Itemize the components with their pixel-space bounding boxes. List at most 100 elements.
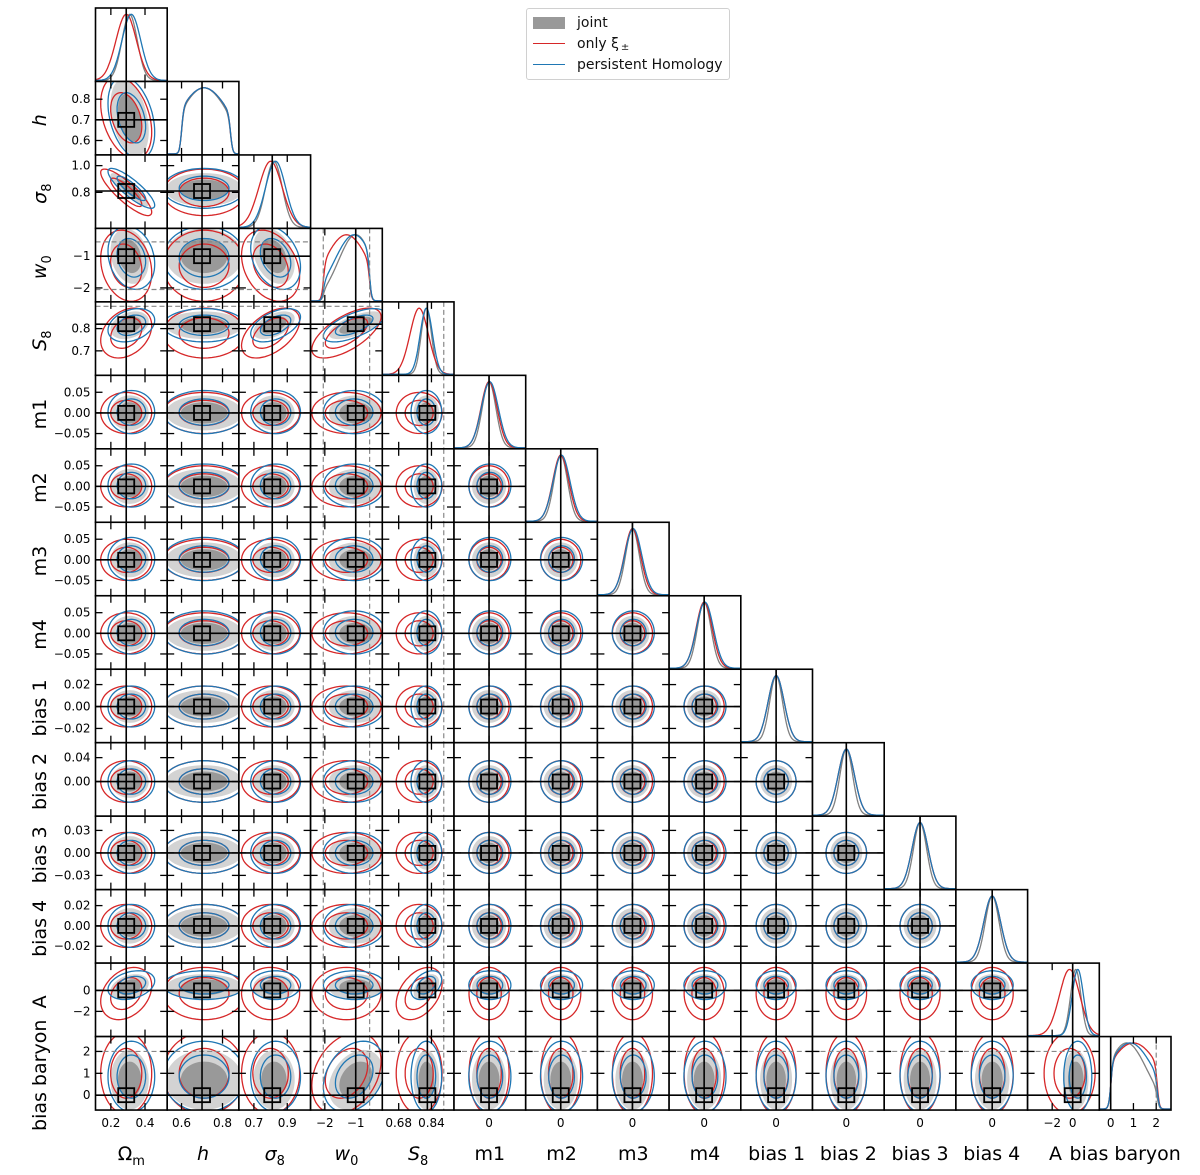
density-curve-persistent-Homology xyxy=(454,381,526,449)
y-tick-label: −2 xyxy=(73,281,91,295)
panel-s8-b3 xyxy=(238,816,311,890)
panel-w0-b3 xyxy=(310,816,383,890)
y-tick-label: 0.04 xyxy=(64,751,91,765)
truth-marker xyxy=(767,1087,786,1104)
persistent-homology-contour xyxy=(259,398,292,426)
panel-m4-b3 xyxy=(669,816,741,890)
persistent-homology-contour xyxy=(250,536,302,582)
panel-m3-A xyxy=(597,963,670,1037)
y-tick-label: 1 xyxy=(83,1066,91,1080)
persistent-homology-contour xyxy=(825,970,868,1001)
density-curve-persistent-Homology xyxy=(597,527,670,596)
y-axis-label-m3: m3 xyxy=(29,546,51,577)
only-xi-contour xyxy=(691,976,718,1011)
persistent-homology-contour xyxy=(763,975,789,995)
truth-marker xyxy=(117,1087,136,1104)
truth-marker xyxy=(623,845,642,861)
y-axis-label-b2: bias 2 xyxy=(29,753,51,810)
persistent-homology-contour xyxy=(167,685,239,728)
persistent-homology-contour xyxy=(116,545,147,573)
persistent-homology-contour xyxy=(970,970,1014,1001)
truth-marker xyxy=(767,845,786,861)
truth-marker xyxy=(695,773,714,790)
y-tick-label: 0.05 xyxy=(64,385,91,399)
persistent-homology-contour xyxy=(107,610,156,655)
density-curve-persistent-Homology xyxy=(525,454,598,522)
persistent-homology-contour xyxy=(178,175,230,202)
truth-marker xyxy=(117,183,136,199)
only-xi-contour xyxy=(611,966,654,1021)
panel-m3-b2 xyxy=(597,742,670,817)
truth-marker xyxy=(623,773,642,790)
persistent-homology-contour xyxy=(116,398,147,426)
y-axis-label-s8: σ8 xyxy=(29,184,55,204)
joint-contour-1sigma xyxy=(180,316,228,334)
y-tick-label: 0.02 xyxy=(64,678,91,692)
only-xi-contour xyxy=(240,307,301,359)
panel-s8-m2 xyxy=(238,448,311,523)
panel-m1-bb xyxy=(454,1036,526,1111)
truth-marker xyxy=(346,698,365,715)
truth-marker xyxy=(117,982,136,999)
y-axis-label-w0: w0 xyxy=(29,255,55,279)
persistent-homology-contour xyxy=(259,975,292,995)
panel-m4-b2 xyxy=(669,742,741,817)
panel-m1-b3 xyxy=(454,816,526,890)
only-xi-contour xyxy=(167,229,239,302)
truth-marker xyxy=(623,698,642,715)
persistent-homology-contour xyxy=(334,618,374,647)
panel-S8-m1 xyxy=(382,375,454,449)
panel-b2-b3 xyxy=(812,816,885,890)
panel-Om-m3 xyxy=(95,522,168,596)
persistent-homology-contour xyxy=(611,1040,655,1111)
x-tick-label: 0 xyxy=(700,1116,708,1130)
axis-label-main: S xyxy=(408,1143,420,1165)
x-axis-label-m3: m3 xyxy=(618,1143,649,1165)
only-xi-contour xyxy=(110,976,143,1011)
persistent-homology-contour xyxy=(899,1040,941,1111)
only-xi-contour xyxy=(899,966,941,1021)
persistent-homology-contour xyxy=(410,1040,443,1111)
persistent-homology-contour xyxy=(416,545,437,573)
persistent-homology-contour xyxy=(116,618,147,647)
truth-marker xyxy=(695,982,714,999)
panel-m1-b4 xyxy=(454,889,526,964)
only-xi-contour xyxy=(970,966,1014,1021)
only-xi-contour xyxy=(178,317,230,349)
only-xi-contour xyxy=(178,976,230,1011)
panel-Om-bb xyxy=(95,1036,168,1111)
persistent-homology-contour xyxy=(548,545,576,573)
truth-marker xyxy=(623,1087,642,1104)
truth-marker xyxy=(193,551,211,568)
legend-label: persistent Homology xyxy=(577,56,723,73)
density-curve-joint xyxy=(95,13,168,82)
density-curve-persistent-Homology xyxy=(382,307,454,375)
y-tick-label: 0.05 xyxy=(64,459,91,473)
truth-marker xyxy=(695,1087,714,1104)
panel-b1-A xyxy=(740,963,813,1037)
truth-marker xyxy=(480,845,498,861)
panel-s8-bb xyxy=(238,1036,311,1111)
x-axis-label-S8: S8 xyxy=(408,1143,428,1169)
diagonal-panel-b1 xyxy=(740,669,813,743)
axis-label-main: w xyxy=(335,1143,351,1165)
truth-marker xyxy=(418,625,437,642)
axis-label-main: h xyxy=(197,1143,209,1165)
y-tick-label: 0.8 xyxy=(71,185,90,199)
y-tick-label: 0.05 xyxy=(64,532,91,546)
truth-marker xyxy=(193,918,211,934)
density-curve-persistent-Homology xyxy=(1027,968,1100,1037)
panel-S8-b1 xyxy=(382,669,454,743)
axis-label-main: bias 2 xyxy=(29,753,51,810)
truth-marker xyxy=(263,918,282,934)
persistent-homology-contour xyxy=(259,237,292,278)
panel-m4-A xyxy=(669,963,741,1037)
panel-m1-b1 xyxy=(454,669,526,743)
density-curve-persistent-Homology xyxy=(95,13,168,82)
truth-marker xyxy=(193,405,211,421)
panel-Om-b3 xyxy=(95,816,168,890)
panel-h-s8 xyxy=(167,154,239,229)
y-axis-label-A: A xyxy=(29,995,51,1008)
x-axis-label-m2: m2 xyxy=(546,1143,577,1165)
y-tick-label: 0 xyxy=(83,983,91,997)
